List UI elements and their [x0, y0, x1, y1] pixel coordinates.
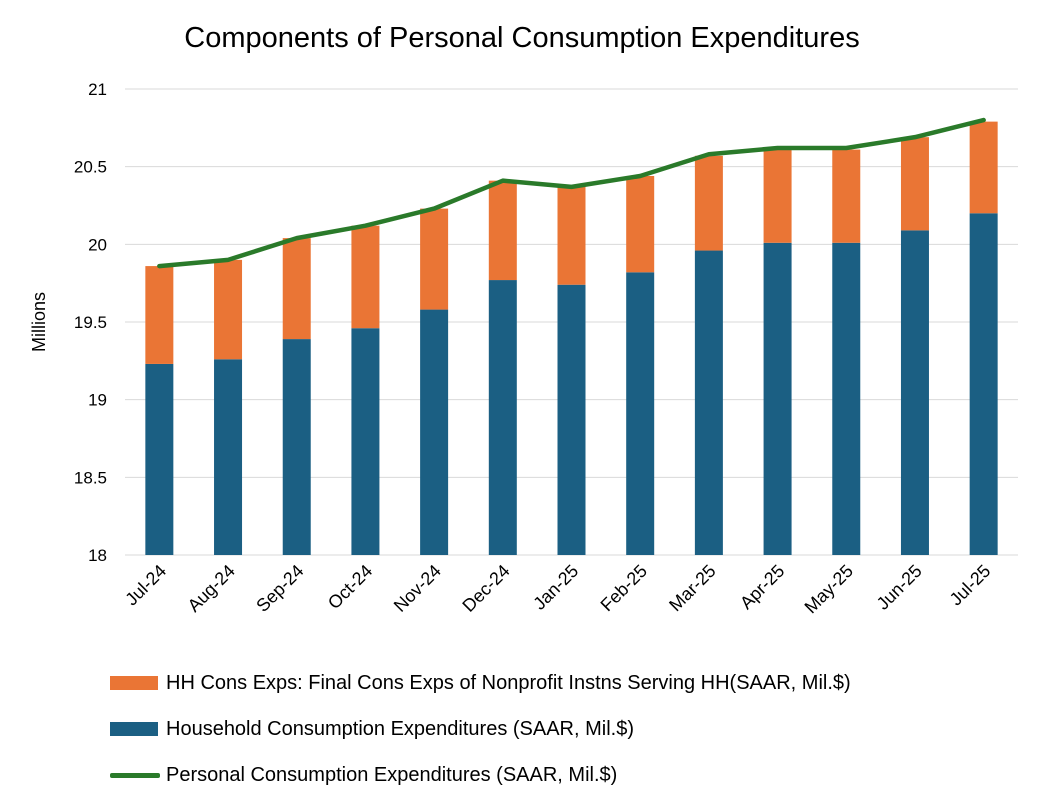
- x-tick-label: Jul-24: [121, 561, 170, 610]
- bar-nonprofit: [282, 238, 311, 340]
- y-tick-label: 19.5: [74, 313, 107, 332]
- legend-swatch-nonprofit: [110, 676, 158, 690]
- y-tick-label: 20.5: [74, 158, 107, 177]
- bar-nonprofit: [214, 259, 243, 360]
- bar-household: [282, 339, 311, 555]
- bar-household: [351, 328, 380, 555]
- bar-nonprofit: [145, 266, 174, 364]
- legend-item-pce: Personal Consumption Expenditures (SAAR,…: [110, 752, 851, 798]
- y-axis-title: Millions: [29, 292, 49, 352]
- bar-nonprofit: [557, 186, 586, 285]
- bar-nonprofit: [420, 208, 449, 310]
- bar-household: [488, 280, 517, 555]
- legend-swatch-household: [110, 722, 158, 736]
- bar-household: [900, 230, 929, 555]
- x-tick-labels: Jul-24 Aug-24 Sep-24 Oct-24 Nov-24 Dec-24 Jan-…: [121, 561, 994, 618]
- bar-nonprofit: [832, 149, 861, 243]
- bar-nonprofit: [969, 121, 998, 214]
- x-tick-label: Jun-25: [873, 561, 926, 614]
- bar-household: [145, 363, 174, 555]
- bar-household: [626, 272, 655, 555]
- legend-item-nonprofit: HH Cons Exps: Final Cons Exps of Nonprof…: [110, 660, 851, 706]
- legend: HH Cons Exps: Final Cons Exps of Nonprof…: [110, 660, 851, 798]
- bar-nonprofit: [900, 137, 929, 231]
- bar-household: [832, 242, 861, 555]
- y-tick-labels: 18 18.5 19 19.5 20 20.5 21: [74, 80, 107, 565]
- bar-household: [763, 242, 792, 555]
- bar-nonprofit: [763, 148, 792, 243]
- bar-nonprofit: [626, 175, 655, 273]
- x-tick-label: Jan-25: [529, 561, 582, 614]
- bar-household: [557, 284, 586, 555]
- bar-household: [694, 250, 723, 555]
- bar-household: [214, 359, 243, 555]
- y-tick-label: 18.5: [74, 468, 107, 487]
- x-tick-label: Sep-24: [252, 561, 307, 616]
- legend-line-pce: [110, 772, 160, 778]
- bar-household: [420, 309, 449, 555]
- bars: [145, 121, 998, 555]
- y-tick-label: 18: [88, 546, 107, 565]
- x-tick-label: Mar-25: [665, 561, 719, 615]
- legend-label-household: Household Consumption Expenditures (SAAR…: [166, 717, 634, 740]
- chart-plot: 18 18.5 19 19.5 20 20.5 21 Jul-24 Aug-24 Sep-24 O…: [29, 80, 1018, 618]
- legend-label-nonprofit: HH Cons Exps: Final Cons Exps of Nonprof…: [166, 671, 851, 694]
- x-tick-label: Nov-24: [390, 561, 445, 616]
- x-tick-label: May-25: [801, 561, 858, 618]
- legend-label-pce: Personal Consumption Expenditures (SAAR,…: [166, 763, 618, 786]
- chart-title: Components of Personal Consumption Expen…: [184, 22, 860, 54]
- x-tick-label: Jul-25: [946, 561, 995, 610]
- y-tick-label: 21: [88, 80, 107, 99]
- bar-nonprofit: [488, 180, 517, 281]
- total-line: [157, 117, 986, 269]
- bar-nonprofit: [694, 155, 723, 251]
- x-tick-label: Oct-24: [324, 561, 376, 613]
- legend-item-household: Household Consumption Expenditures (SAAR…: [110, 706, 851, 752]
- bar-nonprofit: [351, 225, 380, 329]
- y-tick-label: 20: [88, 235, 107, 254]
- x-tick-label: Apr-25: [736, 561, 788, 613]
- x-tick-label: Feb-25: [597, 561, 651, 615]
- x-tick-label: Dec-24: [458, 561, 513, 616]
- y-tick-label: 19: [88, 391, 107, 410]
- x-tick-label: Aug-24: [184, 561, 239, 616]
- bar-household: [969, 213, 998, 555]
